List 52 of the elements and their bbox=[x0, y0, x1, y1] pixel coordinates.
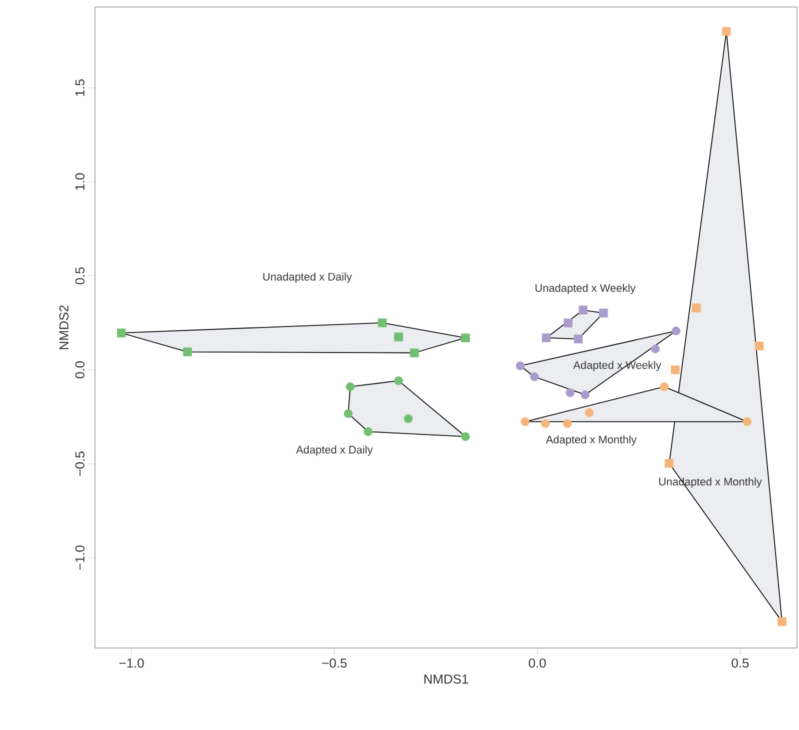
point bbox=[394, 376, 403, 386]
y-axis-title: NMDS2 bbox=[59, 305, 68, 350]
y-tick-label: −1.0 bbox=[75, 545, 84, 570]
point bbox=[566, 388, 575, 398]
point bbox=[346, 382, 355, 392]
point bbox=[580, 390, 590, 400]
annotation: Unadapted x Weekly bbox=[536, 284, 636, 294]
point bbox=[754, 342, 764, 350]
annotation: Adapted x Daily bbox=[296, 446, 373, 456]
point bbox=[378, 318, 387, 328]
point bbox=[394, 332, 403, 342]
annotation: Adapted x Monthly bbox=[546, 435, 637, 446]
point bbox=[672, 326, 680, 336]
point bbox=[584, 408, 594, 418]
point bbox=[520, 417, 530, 426]
point bbox=[516, 361, 525, 370]
point bbox=[742, 417, 752, 426]
point bbox=[660, 382, 669, 392]
point bbox=[722, 27, 731, 36]
point bbox=[530, 372, 539, 382]
point bbox=[344, 409, 353, 418]
x-tick-label: −0.5 bbox=[322, 658, 347, 668]
y-tick-label: 1.0 bbox=[75, 173, 84, 190]
point bbox=[410, 348, 419, 358]
x-tick-label: 0.5 bbox=[732, 658, 749, 668]
point bbox=[651, 344, 660, 354]
point bbox=[364, 427, 372, 436]
point bbox=[116, 328, 126, 338]
point bbox=[692, 304, 701, 312]
y-tick-label: −0.5 bbox=[75, 452, 84, 476]
point bbox=[670, 365, 680, 374]
point bbox=[183, 348, 192, 356]
x-tick-label: 0.0 bbox=[528, 658, 546, 668]
point bbox=[778, 617, 786, 626]
point bbox=[562, 419, 572, 428]
y-tick-label: 0.0 bbox=[75, 361, 84, 378]
x-tick-label: −1.0 bbox=[119, 658, 144, 668]
point bbox=[541, 419, 550, 428]
point bbox=[574, 334, 583, 344]
point bbox=[542, 333, 551, 342]
annotation: Adapted x Weekly bbox=[573, 360, 662, 372]
point bbox=[599, 308, 608, 318]
annotation: Unadapted x Daily bbox=[263, 272, 352, 283]
point bbox=[564, 318, 573, 328]
y-tick-label: 0.5 bbox=[75, 267, 84, 284]
y-tick-label: 1.5 bbox=[75, 79, 84, 96]
point bbox=[664, 459, 674, 468]
point bbox=[461, 333, 470, 342]
point bbox=[461, 432, 470, 441]
point bbox=[578, 306, 588, 314]
x-axis-title: NMDS1 bbox=[424, 674, 468, 684]
point bbox=[404, 414, 413, 424]
